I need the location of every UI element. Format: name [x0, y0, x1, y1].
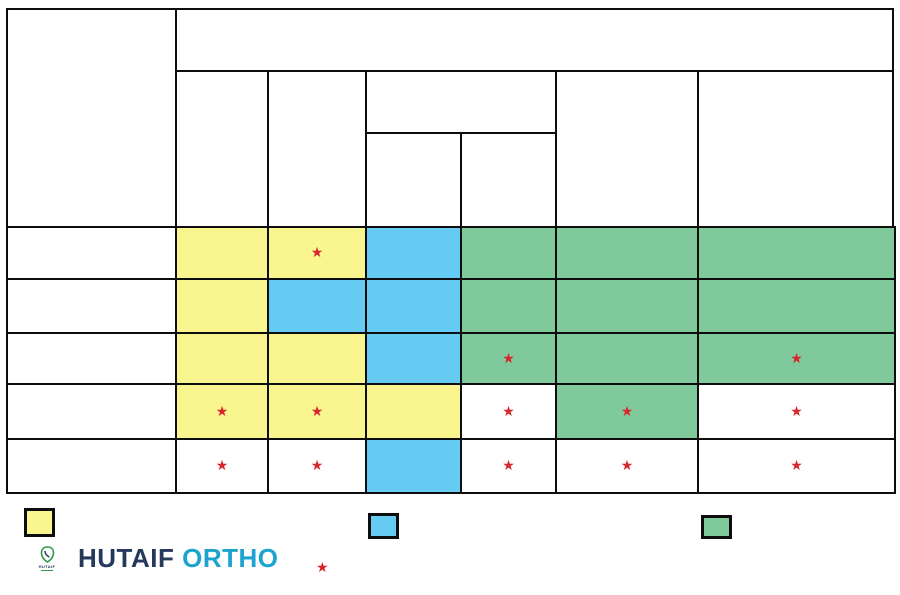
body-cell-r4-c5: ★: [555, 383, 699, 440]
yellow-legend-swatch: [24, 508, 55, 537]
body-cell-r5-c5: ★: [555, 438, 699, 494]
body-cell-r1-c5: [555, 226, 699, 280]
row-label-cell-5: [6, 438, 177, 494]
body-cell-r2-c5: [555, 278, 699, 334]
body-cell-r4-c2: ★: [267, 383, 367, 440]
column-header-5: [697, 70, 894, 228]
top-left-cell: [6, 8, 177, 228]
body-cell-r2-c6: [697, 278, 896, 334]
hutaif-logo: HUTAIF: [30, 546, 64, 571]
body-cell-r3-c5: [555, 332, 699, 385]
row-label-cell-1: [6, 226, 177, 280]
star-icon: ★: [620, 402, 634, 419]
sub-column-header-1: [365, 132, 462, 228]
body-cell-r3-c4: ★: [460, 332, 557, 385]
body-cell-r4-c4: ★: [460, 383, 557, 440]
body-cell-r1-c6: [697, 226, 896, 280]
body-cell-r4-c6: ★: [697, 383, 896, 440]
body-cell-r1-c2: ★: [267, 226, 367, 280]
star-icon: ★: [790, 349, 803, 366]
body-cell-r4-c3: [365, 383, 462, 440]
star-icon: ★: [790, 457, 803, 473]
body-cell-r1-c3: [365, 226, 462, 280]
blue-legend-swatch: [368, 513, 399, 539]
star-icon: ★: [310, 244, 324, 260]
brand-block: HUTAIF HUTAIF ORTHO: [30, 543, 279, 574]
star-icon: ★: [310, 402, 324, 419]
column-group-header: [365, 70, 557, 134]
sub-column-header-2: [460, 132, 557, 228]
body-cell-r5-c2: ★: [267, 438, 367, 494]
star-icon: ★: [310, 457, 324, 473]
body-cell-r2-c1: [175, 278, 269, 334]
body-cell-r1-c1: [175, 226, 269, 280]
body-cell-r5-c3: [365, 438, 462, 494]
row-label-cell-3: [6, 332, 177, 385]
body-cell-r2-c2: [267, 278, 367, 334]
brand-name-secondary: ORTHO: [182, 543, 279, 573]
body-cell-r4-c1: ★: [175, 383, 269, 440]
body-cell-r2-c3: [365, 278, 462, 334]
body-cell-r2-c4: [460, 278, 557, 334]
star-icon: ★: [215, 402, 229, 419]
top-banner-cell: [175, 8, 894, 72]
brand-name: HUTAIF ORTHO: [78, 543, 279, 574]
brand-name-primary: HUTAIF: [78, 543, 175, 573]
body-cell-r3-c6: ★: [697, 332, 896, 385]
column-header-4: [555, 70, 699, 228]
hutaif-logo-icon: [40, 546, 54, 563]
body-cell-r5-c4: ★: [460, 438, 557, 494]
body-cell-r5-c6: ★: [697, 438, 896, 494]
column-header-1: [175, 70, 269, 228]
green-legend-swatch: [701, 515, 732, 539]
column-header-2: [267, 70, 367, 228]
body-cell-r3-c2: [267, 332, 367, 385]
row-label-cell-2: [6, 278, 177, 334]
row-label-cell-4: [6, 383, 177, 440]
star-icon: ★: [502, 349, 515, 366]
logo-underline: [41, 570, 53, 571]
star-icon: ★: [502, 457, 515, 473]
body-cell-r3-c1: [175, 332, 269, 385]
star-icon: ★: [620, 457, 634, 473]
body-cell-r5-c1: ★: [175, 438, 269, 494]
logo-caption: HUTAIF: [38, 564, 56, 569]
body-cell-r1-c4: [460, 226, 557, 280]
star-icon: ★: [215, 457, 229, 473]
star-legend-icon: ★: [316, 559, 329, 575]
body-cell-r3-c3: [365, 332, 462, 385]
star-icon: ★: [502, 402, 515, 419]
star-icon: ★: [790, 402, 803, 419]
